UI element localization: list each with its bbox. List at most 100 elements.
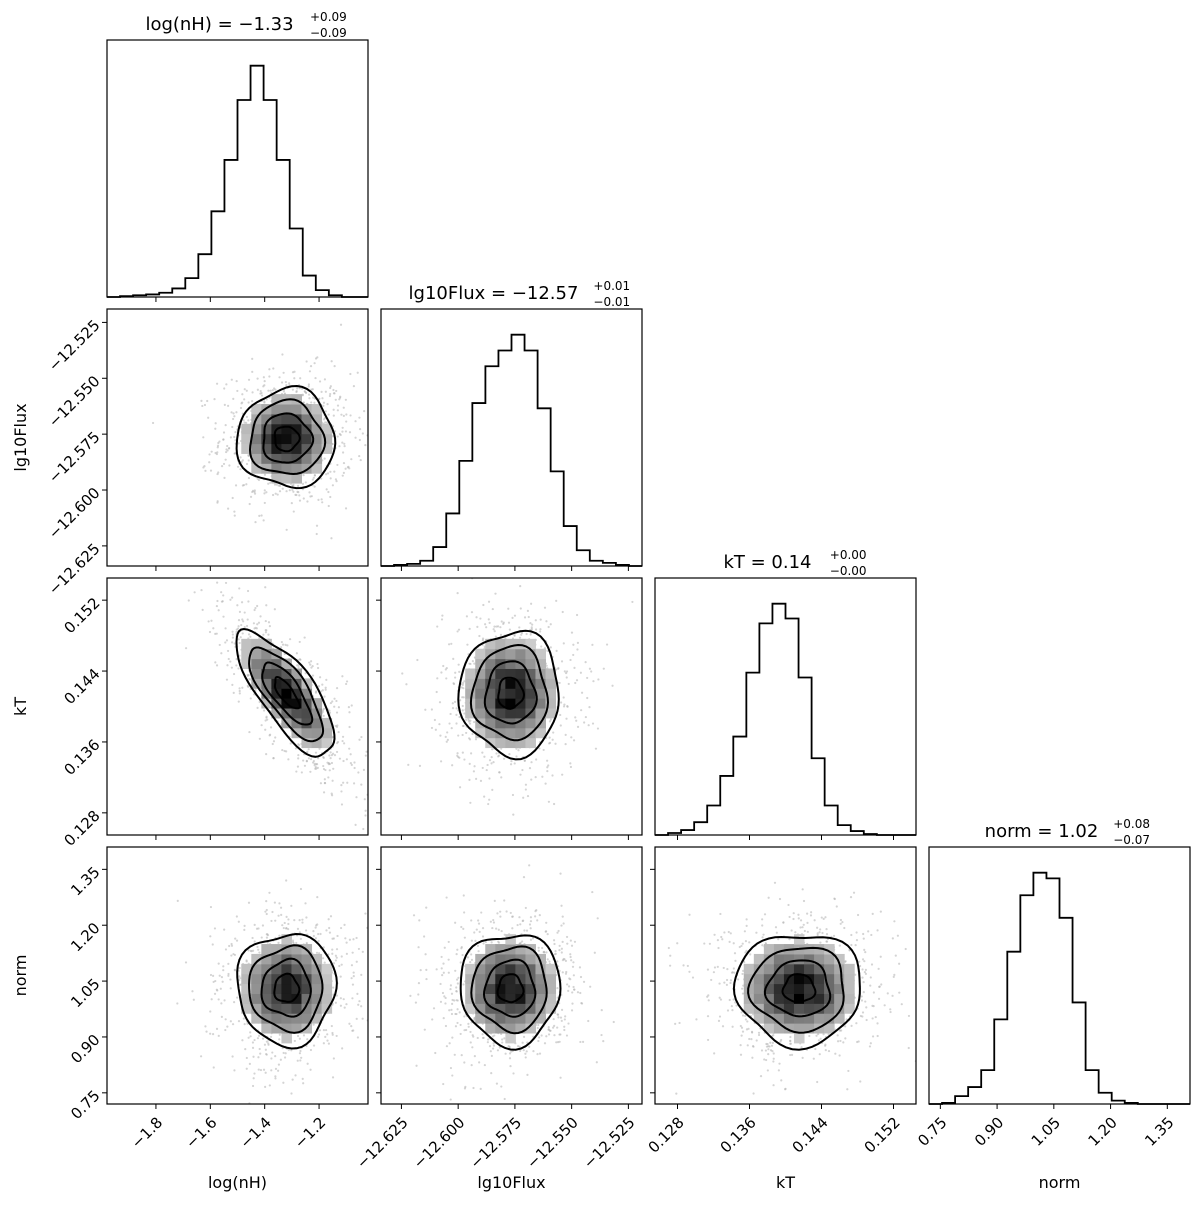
sample-point <box>332 388 335 392</box>
sample-point <box>511 915 514 918</box>
sample-point <box>454 676 457 679</box>
sample-point <box>543 647 547 650</box>
sample-point <box>258 700 261 704</box>
sample-point <box>350 763 353 766</box>
sample-point <box>298 387 301 390</box>
sample-point <box>569 939 572 942</box>
sample-point <box>294 747 297 750</box>
sample-point <box>242 483 246 487</box>
density-cell <box>301 463 313 474</box>
panel-content <box>184 581 375 831</box>
density-cell <box>251 983 262 994</box>
sample-point <box>484 623 487 626</box>
sample-point <box>257 1056 260 1059</box>
sample-point <box>213 398 216 401</box>
density-cell <box>271 443 282 454</box>
sample-point <box>333 697 336 700</box>
sample-point <box>301 394 304 397</box>
sample-point <box>310 401 313 404</box>
sample-point <box>282 371 285 374</box>
sample-point <box>448 1042 451 1045</box>
density-cell <box>495 983 506 994</box>
sample-point <box>235 380 238 383</box>
density-cell <box>261 638 272 650</box>
sample-point <box>487 802 490 806</box>
sample-point <box>235 630 238 634</box>
sample-point <box>314 765 317 769</box>
sample-point <box>564 1015 567 1018</box>
sample-point <box>262 709 266 712</box>
sample-point <box>224 1028 227 1032</box>
sample-point <box>356 1036 360 1039</box>
sample-point <box>329 386 332 390</box>
sample-point <box>302 1034 306 1037</box>
sample-point <box>217 609 220 612</box>
sample-point <box>228 464 231 467</box>
sample-point <box>566 942 569 945</box>
sample-point <box>208 453 211 456</box>
sample-point <box>220 600 224 603</box>
sample-point <box>246 618 249 621</box>
sample-point <box>298 931 301 934</box>
sample-point <box>340 413 343 416</box>
density-cell <box>251 463 262 474</box>
sample-point <box>233 435 236 439</box>
sample-point <box>442 1017 445 1020</box>
panel-content <box>401 578 634 816</box>
sample-point <box>313 764 316 767</box>
sample-point <box>225 383 228 386</box>
density-cell <box>301 993 313 1004</box>
sample-point <box>373 787 375 789</box>
sample-point <box>365 750 368 753</box>
sample-point <box>280 646 283 649</box>
density-cell <box>271 413 282 425</box>
sample-point <box>329 477 332 480</box>
sample-point <box>519 607 522 610</box>
sample-point <box>322 418 326 421</box>
sample-point <box>473 1019 476 1022</box>
sample-point <box>184 961 188 964</box>
sample-point <box>329 701 332 705</box>
contour-line <box>236 932 338 1050</box>
sample-point <box>508 628 511 631</box>
sample-point <box>279 906 283 909</box>
sample-point <box>528 923 532 926</box>
density-cell <box>261 1013 272 1024</box>
sample-point <box>243 625 246 629</box>
density-cell <box>515 983 526 994</box>
density-cell <box>311 717 323 729</box>
sample-point <box>333 392 336 395</box>
sample-point <box>563 703 566 706</box>
sample-point <box>311 388 314 391</box>
sample-point <box>605 643 609 646</box>
sample-point <box>324 1028 328 1032</box>
sample-point <box>285 915 288 918</box>
density-cell <box>505 1003 516 1014</box>
density-cell <box>261 983 272 994</box>
sample-point <box>445 896 448 899</box>
sample-point <box>526 609 530 612</box>
sample-point <box>560 660 564 663</box>
sample-point <box>538 914 541 917</box>
density-cell <box>291 1023 302 1034</box>
sample-point <box>263 492 266 495</box>
sample-point <box>333 754 337 757</box>
sample-point <box>524 906 527 910</box>
sample-point <box>473 1017 476 1020</box>
sample-point <box>314 376 317 380</box>
sample-point <box>252 622 256 625</box>
sample-point <box>248 730 251 734</box>
sample-point <box>567 985 571 988</box>
sample-point <box>490 941 493 944</box>
sample-point <box>328 711 332 714</box>
sample-point <box>342 781 345 784</box>
density-cell <box>535 963 546 975</box>
sample-point <box>355 796 358 799</box>
sample-point <box>239 636 242 639</box>
sample-point <box>575 719 578 722</box>
sample-point <box>272 367 275 370</box>
sample-point <box>242 620 245 623</box>
sample-point <box>330 792 333 795</box>
sample-point <box>223 999 226 1002</box>
sample-point <box>572 643 575 646</box>
